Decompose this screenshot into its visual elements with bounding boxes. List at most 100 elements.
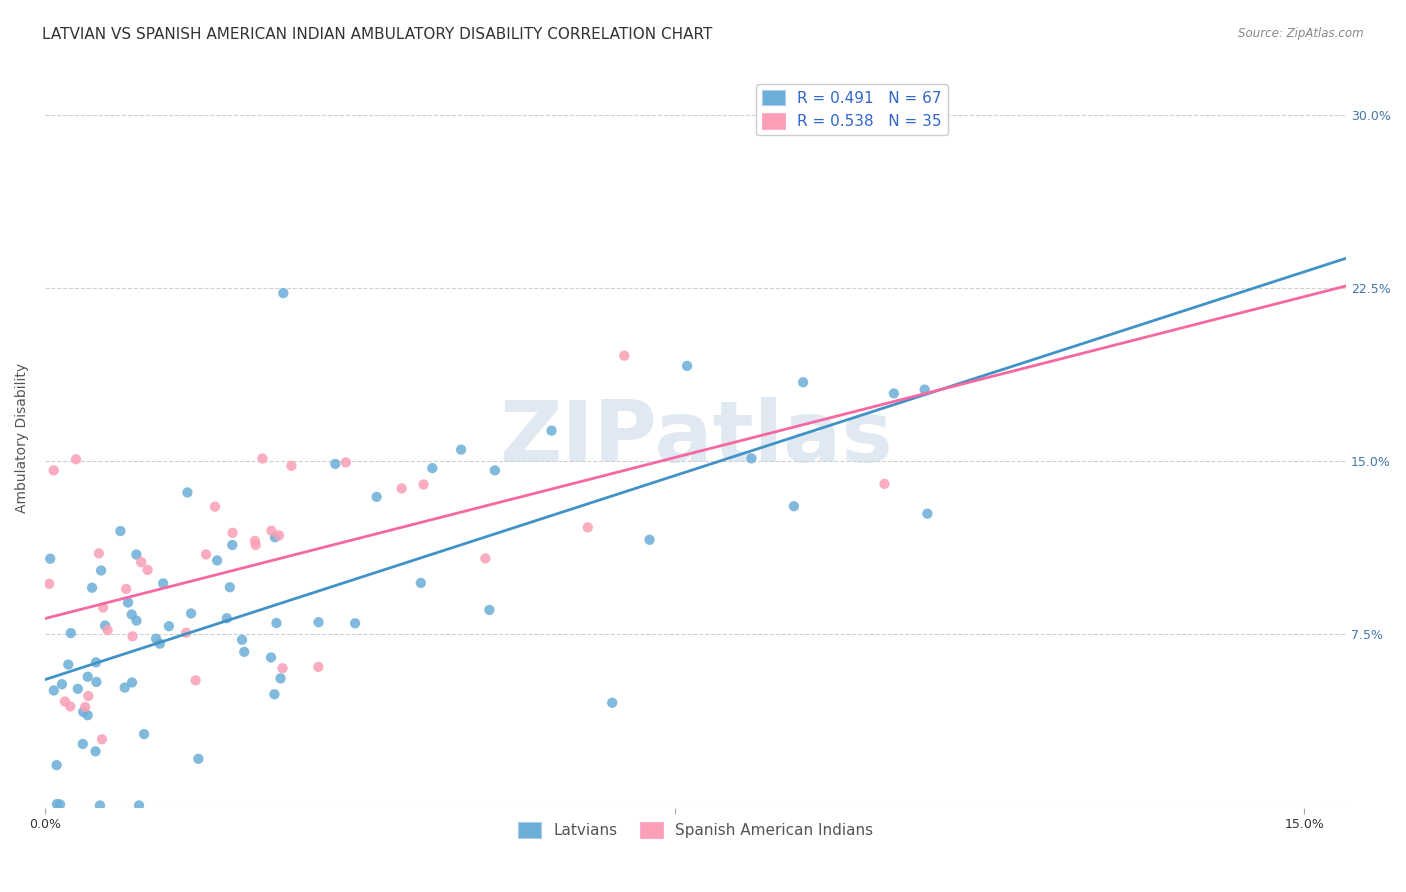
Point [792, 376, 814, 390]
Point [273, 286, 295, 301]
Point [94, 618, 117, 632]
Point [676, 359, 699, 373]
Point [271, 661, 294, 675]
Point [53, 694, 76, 708]
Point [740, 451, 762, 466]
Point [412, 477, 434, 491]
Point [409, 576, 432, 591]
Text: Source: ZipAtlas.com: Source: ZipAtlas.com [1239, 27, 1364, 40]
Point [121, 675, 143, 690]
Point [344, 616, 367, 631]
Point [174, 625, 197, 640]
Point [49, 797, 72, 812]
Point [42, 463, 65, 477]
Point [233, 645, 256, 659]
Point [267, 528, 290, 542]
Point [180, 607, 202, 621]
Point [266, 615, 288, 630]
Point [72, 737, 94, 751]
Point [914, 383, 936, 397]
Point [84, 656, 107, 670]
Point [110, 524, 132, 538]
Point [128, 798, 150, 813]
Point [90, 732, 112, 747]
Point [91, 600, 114, 615]
Legend: Latvians, Spanish American Indians: Latvians, Spanish American Indians [512, 816, 879, 845]
Point [38, 577, 60, 591]
Point [270, 672, 292, 686]
Point [145, 632, 167, 646]
Point [77, 689, 100, 703]
Text: LATVIAN VS SPANISH AMERICAN INDIAN AMBULATORY DISABILITY CORRELATION CHART: LATVIAN VS SPANISH AMERICAN INDIAN AMBUL… [42, 27, 713, 42]
Point [323, 457, 346, 471]
Point [263, 687, 285, 701]
Point [117, 596, 139, 610]
Point [46, 797, 69, 811]
Point [613, 349, 636, 363]
Point [75, 700, 97, 714]
Point [478, 603, 501, 617]
Point [307, 660, 329, 674]
Point [474, 551, 496, 566]
Point [39, 551, 62, 566]
Point [484, 463, 506, 477]
Point [51, 677, 73, 691]
Point [366, 490, 388, 504]
Point [59, 699, 82, 714]
Point [76, 670, 98, 684]
Point [97, 623, 120, 637]
Point [90, 564, 112, 578]
Point [252, 451, 274, 466]
Point [132, 727, 155, 741]
Point [149, 637, 172, 651]
Point [42, 683, 65, 698]
Point [187, 752, 209, 766]
Point [243, 533, 266, 548]
Point [115, 582, 138, 596]
Point [176, 485, 198, 500]
Y-axis label: Ambulatory Disability: Ambulatory Disability [15, 363, 30, 513]
Point [59, 626, 82, 640]
Point [65, 452, 87, 467]
Point [195, 548, 218, 562]
Point [125, 548, 148, 562]
Point [80, 581, 103, 595]
Point [600, 696, 623, 710]
Point [576, 520, 599, 534]
Point [540, 424, 562, 438]
Point [157, 619, 180, 633]
Point [152, 576, 174, 591]
Point [89, 798, 111, 813]
Point [121, 629, 143, 643]
Point [245, 538, 267, 552]
Point [184, 673, 207, 688]
Point [391, 482, 413, 496]
Point [45, 758, 67, 772]
Point [87, 546, 110, 560]
Point [883, 386, 905, 401]
Point [420, 461, 443, 475]
Point [58, 657, 80, 672]
Point [873, 476, 896, 491]
Point [638, 533, 661, 547]
Text: ZIPatlas: ZIPatlas [499, 397, 893, 480]
Point [205, 553, 228, 567]
Point [136, 563, 159, 577]
Point [917, 507, 939, 521]
Point [221, 538, 243, 552]
Point [783, 500, 806, 514]
Point [450, 442, 472, 457]
Point [204, 500, 226, 514]
Point [66, 681, 89, 696]
Point [84, 744, 107, 758]
Point [260, 650, 283, 665]
Point [260, 524, 283, 538]
Point [308, 615, 330, 630]
Point [114, 681, 136, 695]
Point [86, 675, 108, 690]
Point [125, 614, 148, 628]
Point [221, 525, 243, 540]
Point [121, 607, 143, 622]
Point [280, 458, 302, 473]
Point [264, 530, 287, 544]
